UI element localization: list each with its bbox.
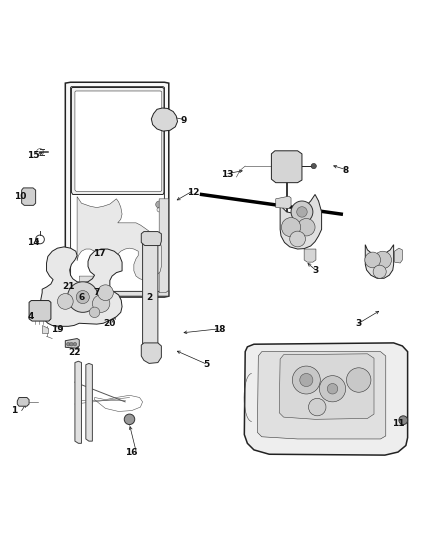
Text: 10: 10 — [14, 192, 27, 201]
Text: 22: 22 — [69, 349, 81, 358]
Polygon shape — [42, 326, 48, 333]
Polygon shape — [71, 87, 164, 292]
Circle shape — [311, 164, 316, 169]
Text: 12: 12 — [187, 188, 199, 197]
Polygon shape — [258, 352, 386, 439]
Circle shape — [327, 384, 338, 394]
Polygon shape — [365, 245, 394, 278]
Polygon shape — [29, 301, 51, 321]
Text: 19: 19 — [51, 325, 64, 334]
Polygon shape — [40, 247, 122, 326]
Text: 11: 11 — [392, 419, 404, 428]
Polygon shape — [141, 231, 161, 246]
Text: 1: 1 — [11, 406, 17, 415]
Circle shape — [291, 201, 313, 223]
Circle shape — [300, 374, 313, 386]
Polygon shape — [304, 249, 316, 262]
Circle shape — [124, 414, 135, 425]
Circle shape — [374, 251, 392, 269]
Circle shape — [67, 282, 98, 312]
Circle shape — [297, 207, 307, 217]
Circle shape — [156, 111, 172, 127]
Circle shape — [76, 290, 89, 304]
Polygon shape — [159, 199, 168, 293]
Circle shape — [373, 265, 386, 278]
Polygon shape — [75, 91, 162, 191]
Circle shape — [73, 343, 77, 346]
Polygon shape — [77, 197, 161, 280]
Polygon shape — [21, 188, 35, 205]
Text: 7: 7 — [94, 288, 100, 297]
Text: 14: 14 — [27, 238, 40, 247]
Circle shape — [290, 231, 305, 247]
Circle shape — [70, 343, 73, 346]
Circle shape — [155, 201, 162, 208]
Circle shape — [98, 285, 113, 301]
Text: 5: 5 — [203, 360, 209, 369]
Polygon shape — [280, 195, 321, 249]
Text: 13: 13 — [222, 171, 234, 179]
Polygon shape — [272, 151, 302, 183]
Circle shape — [308, 398, 326, 416]
Circle shape — [89, 307, 100, 318]
Circle shape — [399, 416, 408, 425]
Polygon shape — [143, 232, 158, 357]
Text: 16: 16 — [125, 448, 138, 457]
Text: 15: 15 — [27, 151, 40, 160]
Polygon shape — [86, 364, 92, 441]
Polygon shape — [141, 343, 161, 364]
Polygon shape — [395, 248, 403, 263]
Polygon shape — [75, 361, 81, 443]
Circle shape — [67, 343, 70, 346]
Text: 2: 2 — [146, 293, 152, 302]
Polygon shape — [71, 87, 164, 195]
Polygon shape — [79, 276, 109, 288]
Polygon shape — [65, 290, 169, 296]
Circle shape — [57, 294, 73, 309]
Text: 18: 18 — [213, 325, 225, 334]
Text: 9: 9 — [181, 116, 187, 125]
Polygon shape — [65, 82, 169, 297]
Text: 3: 3 — [312, 266, 318, 276]
Circle shape — [297, 219, 315, 236]
Text: 8: 8 — [343, 166, 349, 175]
Text: 6: 6 — [78, 293, 85, 302]
Text: 3: 3 — [356, 319, 362, 328]
Circle shape — [319, 376, 346, 402]
Circle shape — [292, 366, 320, 394]
Polygon shape — [244, 343, 408, 455]
Text: 20: 20 — [104, 319, 116, 328]
Circle shape — [92, 295, 110, 312]
Circle shape — [346, 368, 371, 392]
Polygon shape — [151, 108, 177, 131]
Polygon shape — [279, 354, 374, 419]
Polygon shape — [17, 398, 29, 406]
Text: 21: 21 — [62, 281, 74, 290]
Circle shape — [365, 252, 381, 268]
Circle shape — [282, 217, 300, 237]
Polygon shape — [276, 196, 291, 208]
Polygon shape — [65, 338, 79, 348]
Circle shape — [276, 161, 285, 169]
Text: 17: 17 — [92, 249, 105, 258]
Text: 4: 4 — [27, 312, 34, 321]
